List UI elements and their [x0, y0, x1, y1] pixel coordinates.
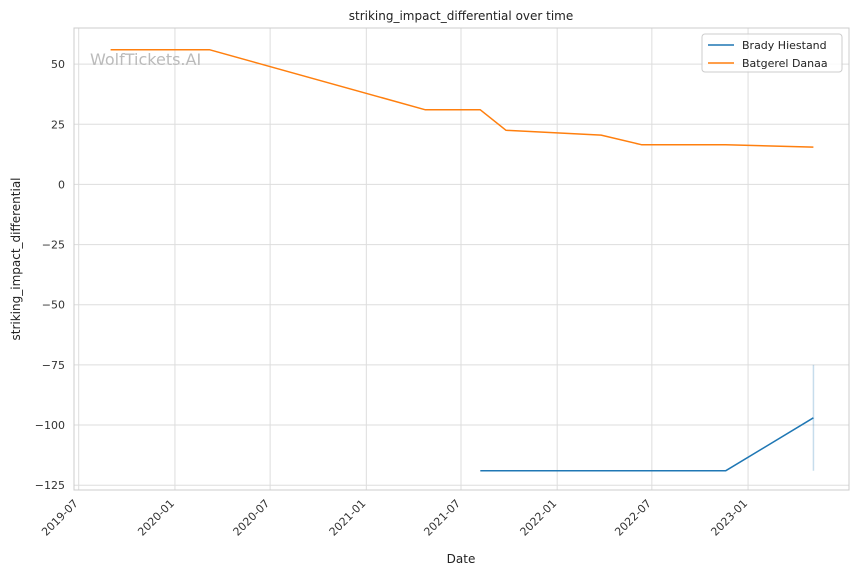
chart-title: striking_impact_differential over time — [349, 9, 574, 23]
y-tick-label: −25 — [42, 239, 65, 252]
x-tick-label: 2020-01 — [135, 497, 177, 539]
x-tick-label: 2021-07 — [421, 497, 463, 539]
y-tick-label: 50 — [51, 58, 65, 71]
x-tick-labels: 2019-07 2020-01 2020-07 2021-01 2021-07 2022-… — [39, 497, 750, 539]
y-tick-label: −75 — [42, 359, 65, 372]
y-tick-label: −50 — [42, 299, 65, 312]
y-tick-label: −100 — [35, 419, 65, 432]
x-tick-label: 2021-01 — [327, 497, 369, 539]
y-tick-label: −125 — [35, 479, 65, 492]
series-0-line — [480, 417, 814, 472]
y-tick-label: 25 — [51, 118, 65, 131]
plot-frame — [73, 27, 850, 491]
watermark: WolfTickets.AI — [90, 50, 201, 69]
series-layer — [110, 48, 815, 472]
legend-label: Brady Hiestand — [742, 39, 827, 52]
y-tick-label: 0 — [58, 178, 65, 191]
y-tick-labels: 50 25 0 −25 −50 −75 −100 −125 — [35, 58, 65, 492]
x-tick-label: 2022-07 — [612, 497, 654, 539]
legend-box — [701, 33, 843, 73]
series-1-line — [110, 48, 814, 148]
x-tick-label: 2019-07 — [39, 497, 81, 539]
legend: Brady Hiestand Batgerel Danaa — [701, 33, 843, 73]
x-axis-title: Date — [447, 552, 476, 566]
y-axis-title: striking_impact_differential — [9, 177, 23, 340]
x-tick-label: 2023-01 — [708, 497, 750, 539]
grid — [74, 28, 849, 490]
x-tick-label: 2022-01 — [518, 497, 560, 539]
legend-label: Batgerel Danaa — [742, 57, 828, 70]
x-tick-label: 2020-07 — [231, 497, 273, 539]
